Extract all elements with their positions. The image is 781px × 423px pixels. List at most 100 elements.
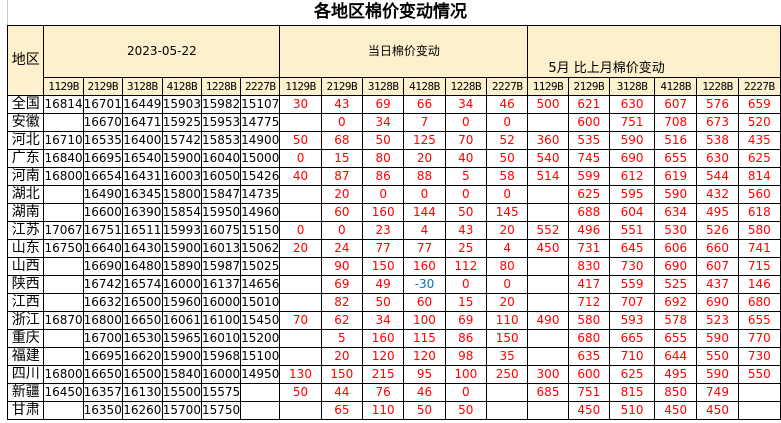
- monthly-change-cell: 655: [654, 329, 698, 348]
- daily-change-cell: 88: [403, 167, 446, 186]
- monthly-change-cell: 523: [696, 311, 739, 330]
- daily-change-cell: 43: [320, 95, 364, 114]
- price-cell: [43, 347, 84, 366]
- price-cell: 15960: [161, 293, 202, 312]
- monthly-change-cell: 590: [696, 365, 739, 384]
- price-cell: 16075: [200, 221, 242, 240]
- price-cell: 15000: [240, 149, 281, 168]
- grade-header-4128B: 4128B: [654, 77, 698, 96]
- price-cell: 16450: [43, 383, 84, 402]
- daily-change-cell: 5: [444, 167, 487, 186]
- price-cell: 15847: [200, 185, 242, 204]
- grade-header-2129B: 2129B: [320, 77, 364, 96]
- daily-change-cell: 46: [485, 95, 529, 114]
- daily-change-cell: 20: [485, 221, 529, 240]
- monthly-change-cell: 606: [654, 239, 698, 258]
- price-cell: 15426: [240, 167, 281, 186]
- monthly-change-cell: [527, 347, 569, 366]
- price-cell: 15742: [161, 131, 202, 150]
- monthly-change-cell: 730: [737, 347, 781, 366]
- price-cell: 16800: [82, 311, 123, 330]
- daily-change-cell: 125: [403, 131, 446, 150]
- monthly-change-cell: 500: [527, 95, 569, 114]
- daily-change-cell: 110: [485, 311, 529, 330]
- price-cell: 16490: [82, 185, 123, 204]
- monthly-change-cell: 595: [609, 185, 656, 204]
- price-cell: 16695: [82, 347, 123, 366]
- monthly-change-cell: 450: [567, 401, 611, 420]
- daily-change-cell: [485, 401, 529, 420]
- grade-header-row: 1129B 2129B 3128B 4128B 1228B 2227B 1129B 2129B…: [8, 77, 781, 96]
- daily-change-cell: 80: [485, 257, 529, 276]
- monthly-change-cell: 712: [567, 293, 611, 312]
- monthly-change-header: 5月 比上月棉价变动: [527, 25, 781, 78]
- daily-change-cell: 50: [279, 131, 322, 150]
- price-cell: 15853: [200, 131, 242, 150]
- price-cell: 16701: [82, 95, 123, 114]
- price-cell: 16013: [200, 239, 242, 258]
- price-cell: 14735: [240, 185, 281, 204]
- monthly-change-cell: 644: [654, 347, 698, 366]
- price-cell: 15107: [240, 95, 281, 114]
- monthly-change-cell: 560: [737, 185, 781, 204]
- monthly-change-cell: 630: [696, 149, 739, 168]
- price-cell: 16260: [121, 401, 163, 420]
- table-row: 甘肃 16350 16260 15700 15750 65 110 50 50 450 510 450…: [6, 401, 781, 420]
- price-cell: 17067: [43, 221, 84, 240]
- daily-change-cell: 82: [320, 293, 364, 312]
- price-cell: 16540: [121, 149, 163, 168]
- daily-change-cell: 0: [485, 185, 529, 204]
- price-cell: 16357: [82, 383, 123, 402]
- monthly-change-cell: 437: [696, 275, 739, 294]
- price-cell: 16650: [82, 365, 123, 384]
- daily-change-cell: 0: [279, 221, 322, 240]
- price-cell: 16700: [82, 329, 123, 348]
- daily-change-cell: 87: [320, 167, 364, 186]
- monthly-change-cell: 300: [527, 365, 569, 384]
- monthly-change-cell: 432: [696, 185, 739, 204]
- daily-change-cell: 40: [444, 149, 487, 168]
- table-row: 河南 16800 16654 16431 16003 16050 15426 40 87 86 88…: [6, 167, 781, 186]
- daily-change-cell: 43: [444, 221, 487, 240]
- monthly-change-cell: 730: [609, 257, 656, 276]
- daily-change-cell: 24: [320, 239, 364, 258]
- price-cell: 16480: [121, 257, 163, 276]
- daily-change-cell: 69: [320, 275, 364, 294]
- monthly-change-cell: 530: [654, 221, 698, 240]
- region-cell: 广东: [6, 149, 45, 168]
- monthly-change-cell: 535: [567, 131, 611, 150]
- region-cell: 山东: [6, 239, 45, 258]
- daily-change-cell: 120: [361, 347, 405, 366]
- price-cell: 15982: [200, 95, 242, 114]
- price-cell: 15968: [200, 347, 242, 366]
- daily-change-cell: 4: [485, 239, 529, 258]
- daily-change-cell: -30: [403, 275, 446, 294]
- price-cell: 15025: [240, 257, 281, 276]
- price-cell: 16431: [121, 167, 163, 186]
- daily-change-cell: 215: [361, 365, 405, 384]
- monthly-change-cell: 635: [567, 347, 611, 366]
- monthly-change-cell: 538: [696, 131, 739, 150]
- monthly-change-cell: 146: [737, 275, 781, 294]
- daily-change-cell: [279, 293, 322, 312]
- daily-change-cell: 250: [485, 365, 529, 384]
- daily-change-cell: [485, 383, 529, 402]
- table-row: 浙江 16870 16800 16650 16061 16100 15450 70 62 34 10…: [6, 311, 781, 330]
- daily-change-cell: 70: [279, 311, 322, 330]
- daily-change-cell: 160: [403, 257, 446, 276]
- daily-change-cell: [279, 275, 322, 294]
- monthly-change-cell: 599: [567, 167, 611, 186]
- daily-change-cell: [279, 347, 322, 366]
- region-header: 地区: [6, 25, 45, 96]
- monthly-change-cell: 593: [609, 311, 656, 330]
- price-cell: 16600: [82, 203, 123, 222]
- monthly-change-cell: 540: [527, 149, 569, 168]
- monthly-change-cell: [527, 329, 569, 348]
- monthly-change-cell: 655: [654, 149, 698, 168]
- monthly-change-cell: 417: [567, 275, 611, 294]
- price-cell: 15900: [161, 347, 202, 366]
- daily-change-cell: 46: [403, 383, 446, 402]
- table-row: 四川 16800 16650 16500 15840 16000 14950 130 150 21…: [6, 365, 781, 384]
- monthly-change-cell: 814: [737, 167, 781, 186]
- price-cell: 16751: [82, 221, 123, 240]
